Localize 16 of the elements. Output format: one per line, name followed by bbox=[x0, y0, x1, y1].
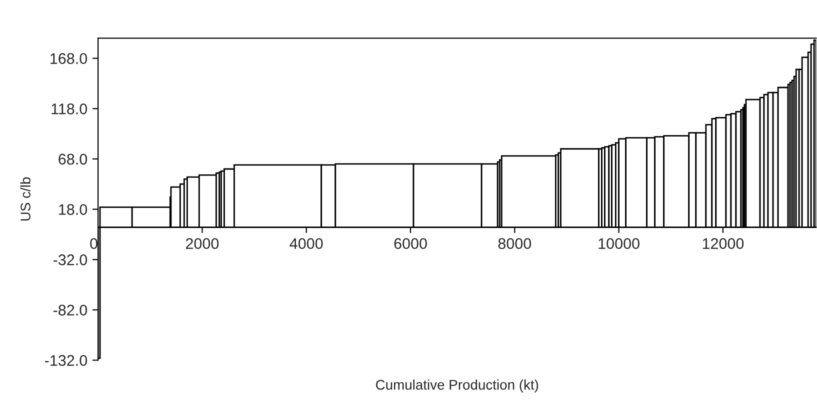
y-tick-label: 18.0 bbox=[59, 204, 88, 215]
y-axis-title: US c/lb bbox=[20, 177, 30, 220]
y-tick-label: -32.0 bbox=[53, 254, 88, 266]
y-tick-label: 118.0 bbox=[52, 103, 88, 114]
x-tick-label: 0 bbox=[90, 238, 98, 250]
x-tick-label: 8000 bbox=[498, 238, 532, 250]
x-tick-label: 2000 bbox=[186, 238, 219, 250]
x-axis-title: Cumulative Production (kt) bbox=[376, 380, 538, 392]
x-tick-label: 6000 bbox=[394, 238, 427, 250]
y-tick-label: -132.0 bbox=[44, 355, 88, 366]
y-tick-label: -82.0 bbox=[53, 304, 88, 316]
y-tick-label: 168.0 bbox=[50, 53, 88, 64]
x-tick-label: 4000 bbox=[290, 238, 323, 250]
x-tick-label: 12000 bbox=[702, 238, 744, 250]
x-tick-label: 10000 bbox=[598, 238, 640, 250]
y-tick-label: 68.0 bbox=[58, 154, 88, 165]
